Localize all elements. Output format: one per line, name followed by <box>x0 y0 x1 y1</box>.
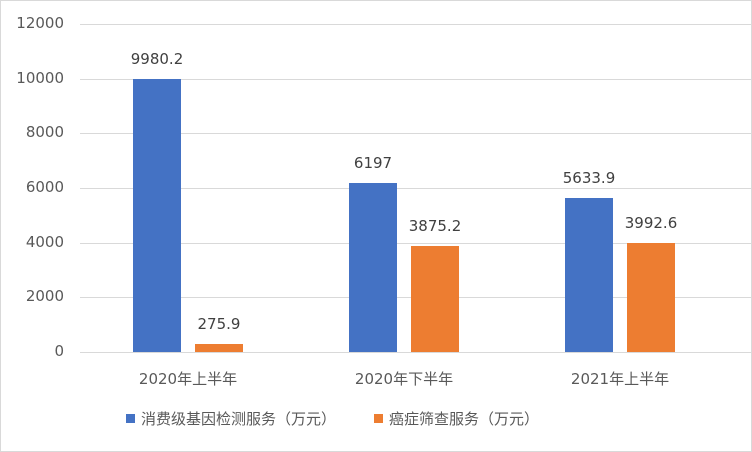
legend-item[interactable]: 癌症筛查服务（万元） <box>374 408 539 429</box>
y-tick-label: 12000 <box>16 14 64 32</box>
legend-label: 癌症筛查服务（万元） <box>389 410 540 428</box>
data-label: 3875.2 <box>408 217 462 235</box>
x-tick-label: 2021年上半年 <box>570 370 670 388</box>
legend-swatch-icon <box>374 414 384 423</box>
data-label: 3992.6 <box>624 214 678 232</box>
bar-series1-2[interactable] <box>627 243 675 352</box>
y-tick-label: 10000 <box>16 69 64 87</box>
y-tick-label: 0 <box>54 342 64 360</box>
gridline <box>80 133 752 134</box>
data-label: 275.9 <box>197 315 241 333</box>
legend-label: 消费级基因检测服务（万元） <box>141 410 337 428</box>
bar-series1-0[interactable] <box>195 344 243 352</box>
bar-series0-0[interactable] <box>133 79 181 352</box>
data-label: 5633.9 <box>562 169 616 187</box>
data-label: 6197 <box>353 154 393 172</box>
y-tick-label: 4000 <box>25 233 64 251</box>
y-tick-label: 8000 <box>25 123 64 141</box>
legend-item[interactable]: 消费级基因检测服务（万元） <box>126 408 336 429</box>
y-tick-label: 2000 <box>25 287 64 305</box>
bar-series0-1[interactable] <box>349 183 397 352</box>
gridline <box>80 24 752 25</box>
y-tick-label: 6000 <box>25 178 64 196</box>
legend-swatch-icon <box>126 414 135 423</box>
legend: 消费级基因检测服务（万元） 癌症筛查服务（万元） <box>126 408 577 429</box>
x-tick-label: 2020年下半年 <box>354 370 454 388</box>
bar-series0-2[interactable] <box>565 198 613 352</box>
gridline <box>80 79 752 80</box>
data-label: 9980.2 <box>130 50 184 68</box>
bar-series1-1[interactable] <box>411 246 459 352</box>
gridline <box>80 352 752 353</box>
x-tick-label: 2020年上半年 <box>138 370 238 388</box>
gridline <box>80 188 752 189</box>
gridline <box>80 243 752 244</box>
